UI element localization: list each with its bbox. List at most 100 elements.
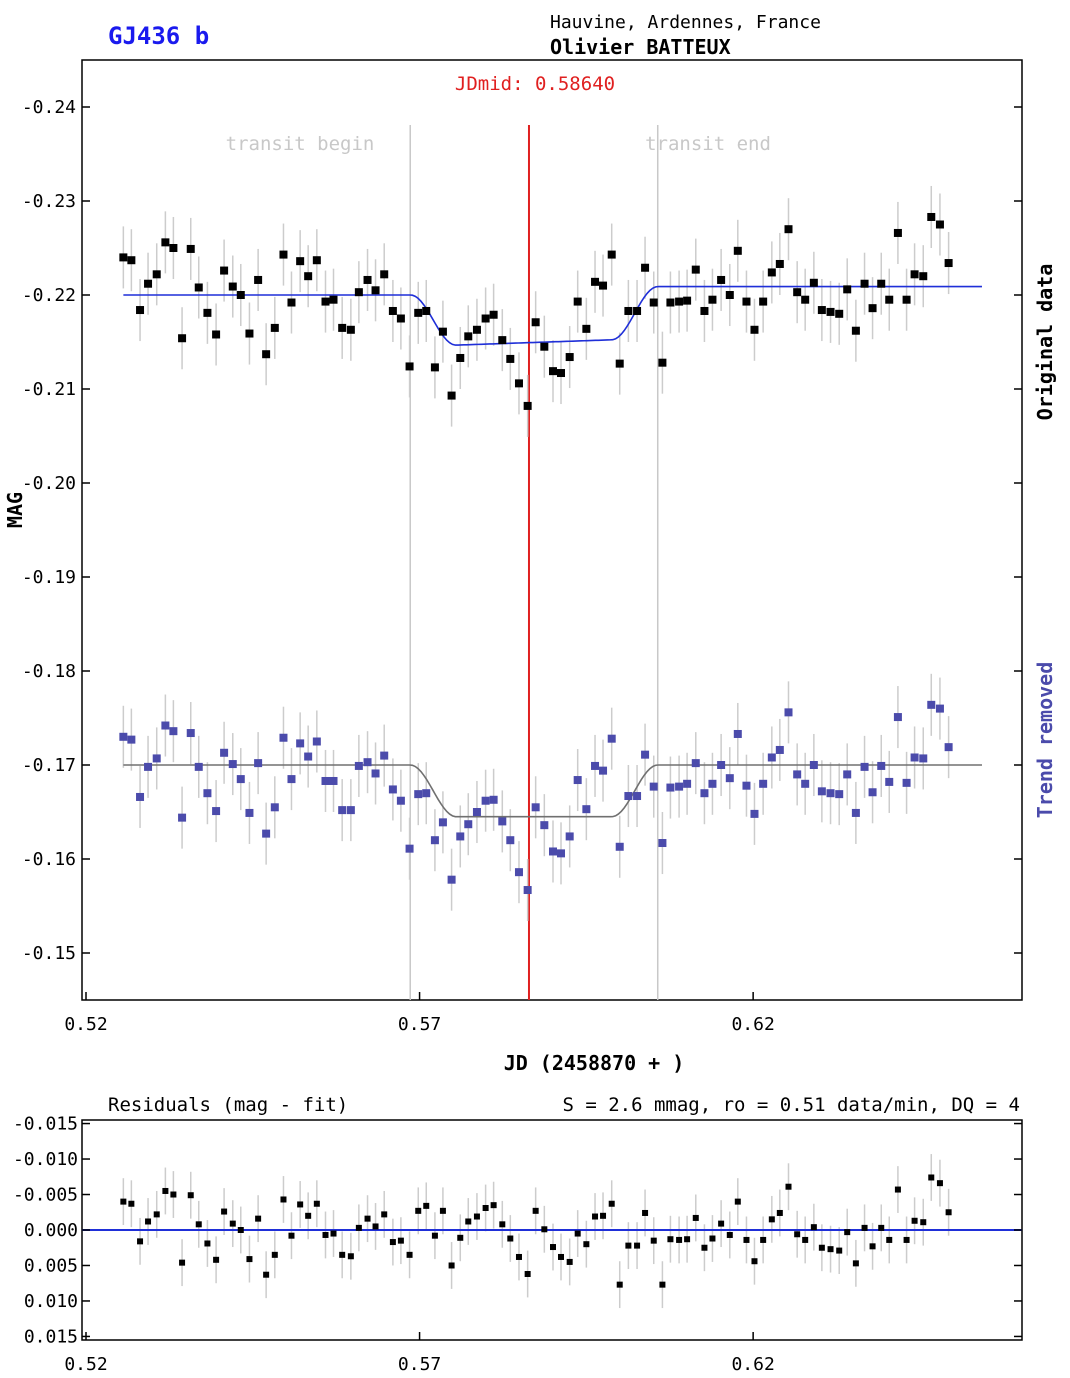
transit-begin-label: transit begin — [226, 133, 375, 155]
original-data-point — [641, 263, 650, 272]
trend-data-point — [346, 806, 355, 815]
original-data-point — [885, 295, 894, 304]
trend-data-point — [717, 761, 726, 769]
original-data-point — [591, 277, 600, 286]
res-y-tick-label: -0.005 — [13, 1185, 78, 1206]
y-tick-label: -0.21 — [22, 379, 76, 400]
trend-data-point — [422, 789, 431, 798]
original-data-point — [447, 391, 456, 400]
residual-data-point — [836, 1247, 843, 1254]
trend-data-point — [666, 783, 675, 792]
residual-data-point — [878, 1224, 885, 1231]
trend-data-point — [826, 789, 835, 798]
original-data-point — [675, 297, 684, 306]
transit-models — [123, 285, 982, 818]
original-data-point — [245, 329, 254, 338]
trend-data-point — [127, 735, 136, 744]
trend-data-point — [296, 739, 305, 748]
trend-data-point — [759, 779, 768, 788]
trend-data-point — [220, 748, 229, 757]
residual-data-point — [490, 1202, 497, 1209]
original-data-point — [633, 306, 642, 315]
residual-data-point — [204, 1240, 211, 1247]
original-data-point — [750, 325, 759, 334]
trend-data-point — [750, 809, 759, 818]
residual-data-point — [213, 1256, 220, 1263]
residual-data-point — [903, 1236, 910, 1243]
observer-label: Olivier BATTEUX — [550, 35, 731, 59]
x-tick-label: 0.52 — [64, 1014, 107, 1035]
trend-data-point — [573, 776, 582, 785]
trend-data-point — [194, 762, 203, 771]
residual-data-point — [768, 1216, 775, 1223]
original-data-point — [228, 282, 237, 291]
residual-data-point — [911, 1217, 918, 1224]
residual-data-point — [634, 1242, 641, 1249]
residual-data-point — [322, 1231, 329, 1238]
residual-data-point — [170, 1191, 177, 1198]
residual-data-point — [145, 1218, 152, 1225]
original-data-point — [607, 250, 616, 259]
residual-data-point — [179, 1259, 186, 1266]
trend-data-point — [801, 779, 810, 788]
residual-data-point — [566, 1258, 573, 1265]
original-data-point — [826, 307, 835, 316]
series-label-original: Original data — [1033, 264, 1057, 421]
res-y-tick-label: 0.005 — [24, 1255, 78, 1276]
trend-data-point — [624, 792, 633, 801]
residual-data-point — [499, 1221, 506, 1228]
residual-data-point — [760, 1236, 767, 1243]
original-data-point — [498, 336, 507, 345]
main-plot: -0.24 -0.23 -0.22 -0.21 -0.20 -0.19 -0.18 -0.17… — [3, 59, 1057, 1075]
residual-data-point — [288, 1232, 295, 1239]
original-data-point — [136, 306, 145, 315]
original-data-point — [902, 295, 911, 304]
residual-data-point — [583, 1241, 590, 1248]
original-data-point — [809, 278, 818, 287]
residual-data-point — [271, 1251, 278, 1258]
trend-data-point — [582, 805, 591, 814]
residual-data-point — [616, 1281, 623, 1288]
trend-data-point — [489, 795, 498, 804]
residual-data-point — [280, 1196, 287, 1203]
original-data-point — [212, 330, 221, 339]
trend-data-point — [396, 796, 405, 805]
original-data-point — [161, 238, 170, 247]
residual-data-point — [625, 1242, 632, 1249]
residual-data-point — [187, 1192, 194, 1199]
residual-data-point — [718, 1220, 725, 1227]
residual-data-point — [162, 1187, 169, 1194]
trend-data-point — [254, 759, 263, 768]
residual-data-point — [659, 1281, 666, 1288]
trend-data-point — [817, 787, 826, 796]
residual-data-point — [574, 1230, 581, 1237]
original-data-point — [733, 246, 742, 255]
residual-data-point — [128, 1200, 135, 1207]
original-data-point — [422, 306, 431, 315]
chart-title: GJ436 b — [108, 22, 209, 50]
original-data-point — [843, 285, 852, 294]
original-data-point — [354, 288, 363, 297]
original-data-point — [514, 379, 523, 388]
original-data-point — [573, 297, 582, 306]
trend-data-point — [186, 729, 195, 738]
residual-data-point — [465, 1218, 472, 1225]
residual-data-point — [600, 1212, 607, 1219]
residual-data-point — [397, 1237, 404, 1244]
trend-data-point — [152, 754, 161, 763]
residual-data-point — [701, 1244, 708, 1251]
trend-data-point — [675, 782, 684, 791]
trend-data-point — [531, 803, 540, 812]
trend-data-point — [641, 750, 650, 759]
trend-data-point — [919, 754, 928, 763]
original-data-point — [725, 291, 734, 299]
trend-data-point — [809, 761, 818, 769]
original-data-point — [935, 220, 944, 229]
trend-data-point — [203, 789, 212, 798]
residual-data-point — [810, 1224, 817, 1231]
original-data-point — [877, 279, 886, 288]
original-data-point — [919, 272, 928, 281]
trend-data-point — [944, 743, 953, 752]
trend-data-point — [877, 761, 886, 770]
